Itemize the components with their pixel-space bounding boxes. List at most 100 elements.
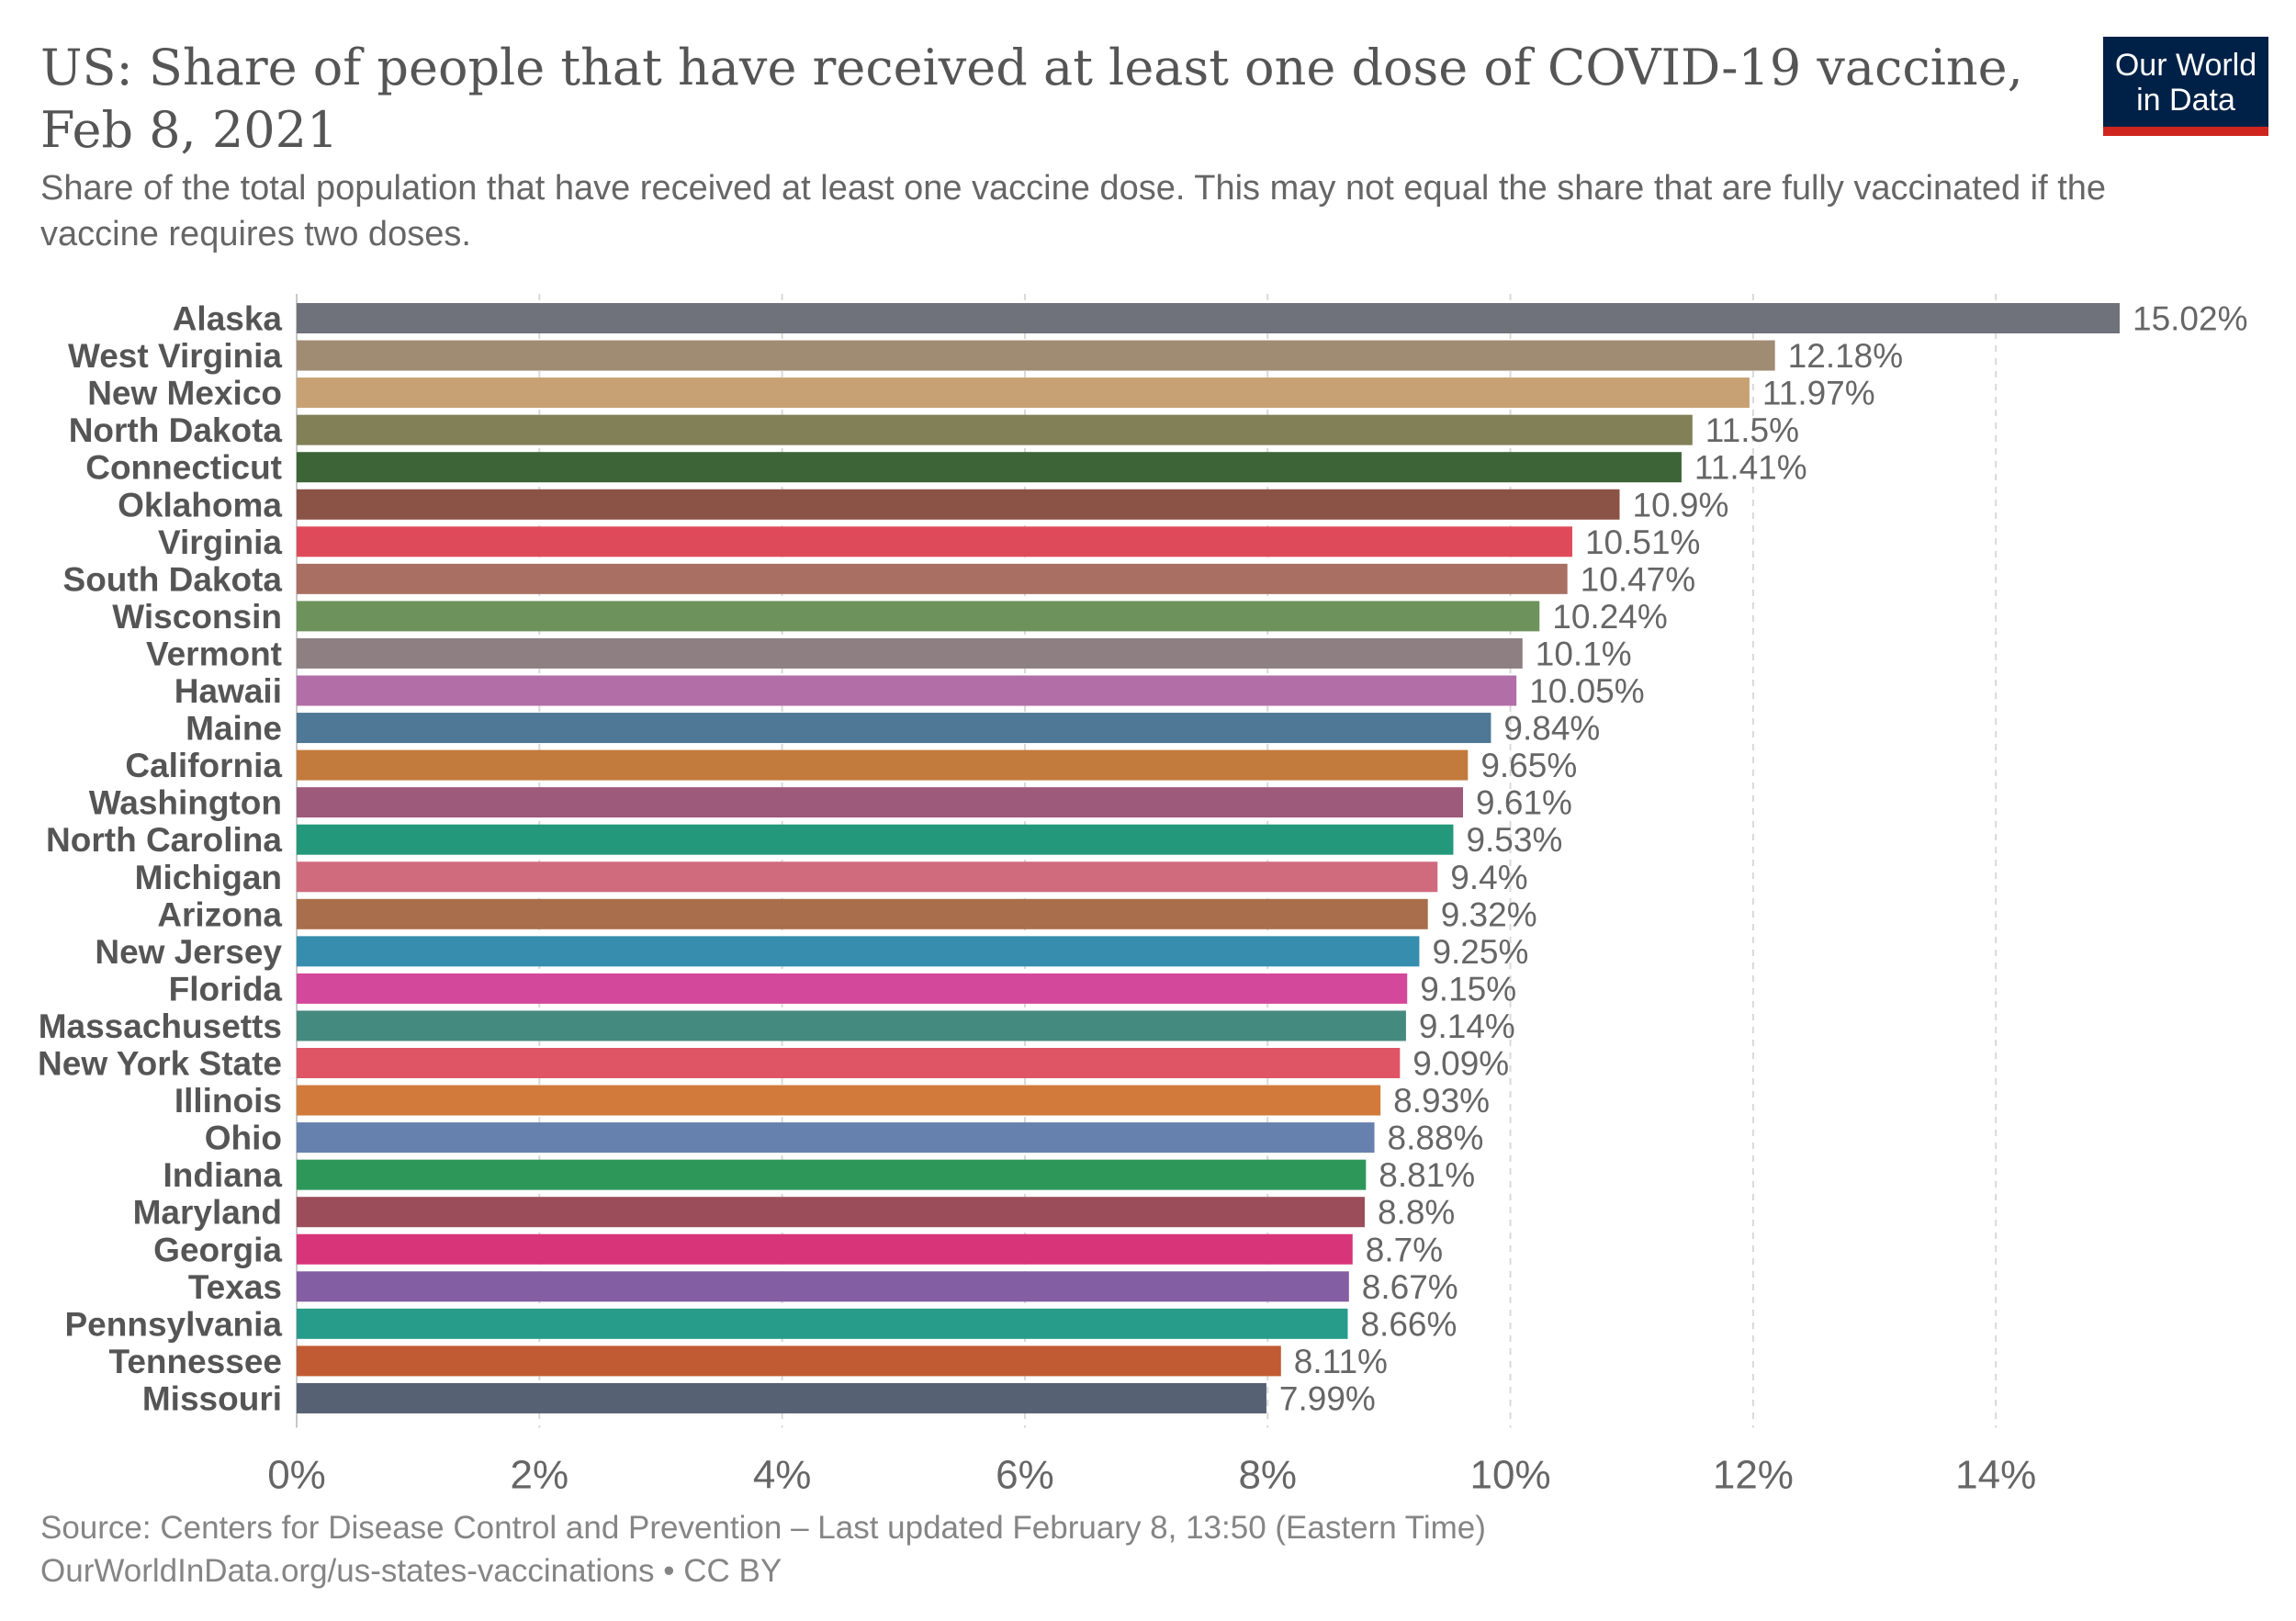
category-label: Alaska (173, 300, 283, 338)
value-label: 9.14% (1419, 1007, 1515, 1045)
category-label: Florida (169, 970, 283, 1007)
x-tick-label: 0% (267, 1453, 326, 1498)
category-label: Michigan (135, 859, 282, 896)
value-label: 9.61% (1476, 784, 1572, 822)
value-label: 11.97% (1762, 375, 1875, 412)
bar (297, 1308, 1348, 1339)
x-tick-label: 12% (1713, 1453, 1794, 1498)
bar (297, 563, 1568, 594)
bar (297, 1271, 1349, 1302)
category-label: New Jersey (95, 933, 282, 971)
bar (297, 973, 1408, 1004)
category-label: Connecticut (85, 449, 282, 487)
category-label: West Virginia (68, 337, 282, 375)
bar (297, 340, 1775, 371)
value-label: 10.47% (1581, 560, 1696, 598)
category-label: Maryland (133, 1194, 282, 1232)
value-label: 10.1% (1536, 635, 1632, 672)
category-label: Indiana (163, 1156, 282, 1194)
category-label: California (125, 747, 282, 784)
category-label: North Dakota (69, 411, 283, 449)
category-label: Arizona (157, 895, 282, 933)
value-label: 8.81% (1379, 1156, 1475, 1194)
value-label: 11.5% (1705, 411, 1799, 449)
bar (297, 861, 1438, 893)
category-label: Hawaii (174, 672, 282, 710)
value-label: 9.15% (1420, 970, 1516, 1007)
value-label: 10.24% (1552, 598, 1668, 636)
x-axis: 0% 2% 4% 6% 8% 10% 12% 14% (267, 1453, 2036, 1498)
bar (297, 1122, 1375, 1154)
x-tick-label: 14% (1955, 1453, 2036, 1498)
value-labels: 15.02% 12.18%11.97%11.5%11.41%10.9%10.51%… (1279, 300, 2248, 1418)
value-label: 9.09% (1412, 1045, 1509, 1083)
value-label: 15.02% (2133, 300, 2248, 338)
bars (297, 303, 2120, 1413)
category-label: Oklahoma (118, 486, 282, 523)
bar (297, 637, 1523, 669)
category-label: Massachusetts (39, 1007, 282, 1045)
bar (297, 414, 1693, 445)
bar (297, 303, 2120, 333)
value-label: 12.18% (1788, 337, 1904, 375)
category-label: South Dakota (63, 560, 283, 598)
chart-title: US: Share of people that have received a… (40, 39, 2023, 159)
value-label: 9.65% (1480, 747, 1577, 784)
bar (297, 675, 1517, 706)
bar (297, 1048, 1401, 1078)
value-label: 8.88% (1388, 1120, 1484, 1157)
value-label: 10.51% (1585, 523, 1701, 561)
category-label: Wisconsin (112, 598, 282, 636)
value-label: 10.05% (1529, 672, 1645, 710)
value-label: 8.7% (1366, 1231, 1443, 1268)
source-note: Source: Centers for Disease Control and … (40, 1510, 1486, 1546)
value-label: 9.84% (1503, 710, 1600, 748)
category-label: Ohio (205, 1120, 282, 1157)
bar (297, 824, 1454, 855)
category-label: North Carolina (46, 821, 282, 859)
value-label: 9.53% (1466, 821, 1562, 859)
value-label: 7.99% (1279, 1379, 1376, 1417)
owid-logo[interactable]: Our World in Data (2103, 37, 2268, 136)
bar (297, 377, 1750, 409)
category-label: Illinois (174, 1082, 282, 1120)
bar (297, 787, 1464, 818)
category-label: New Mexico (87, 375, 282, 412)
category-label: Vermont (146, 635, 282, 672)
category-label: Virginia (158, 523, 282, 561)
category-label: Pennsylvania (64, 1305, 282, 1343)
value-label: 9.32% (1441, 895, 1537, 933)
category-label: Texas (188, 1268, 282, 1306)
bar (297, 1085, 1381, 1116)
x-tick-label: 10% (1470, 1453, 1551, 1498)
value-label: 8.11% (1294, 1343, 1388, 1380)
category-label: New York State (38, 1045, 282, 1083)
value-label: 9.25% (1432, 933, 1528, 971)
category-label: Missouri (142, 1379, 282, 1417)
source-url[interactable]: OurWorldInData.org/us-states-vaccination… (40, 1553, 782, 1589)
value-label: 11.41% (1694, 449, 1807, 487)
category-label: Tennessee (108, 1343, 282, 1380)
value-label: 8.8% (1378, 1194, 1455, 1232)
bar (297, 526, 1572, 557)
bar (297, 713, 1491, 744)
value-label: 9.4% (1450, 859, 1527, 896)
value-label: 10.9% (1633, 486, 1729, 523)
category-label: Washington (89, 784, 282, 822)
bar (297, 898, 1428, 929)
bar (297, 1197, 1365, 1228)
bar (297, 749, 1469, 781)
bar (297, 452, 1682, 483)
x-tick-label: 8% (1238, 1453, 1297, 1498)
bar (297, 1010, 1406, 1041)
bar (297, 1382, 1266, 1413)
bar (297, 1233, 1353, 1265)
logo-line-1: Our World (2114, 48, 2257, 83)
x-tick-label: 6% (996, 1453, 1054, 1498)
chart-footer: Source: Centers for Disease Control and … (40, 1506, 1486, 1593)
category-label: Georgia (153, 1231, 282, 1268)
bar (297, 1159, 1367, 1190)
bar (297, 936, 1420, 967)
category-label: Maine (186, 710, 282, 748)
bar (297, 601, 1540, 632)
